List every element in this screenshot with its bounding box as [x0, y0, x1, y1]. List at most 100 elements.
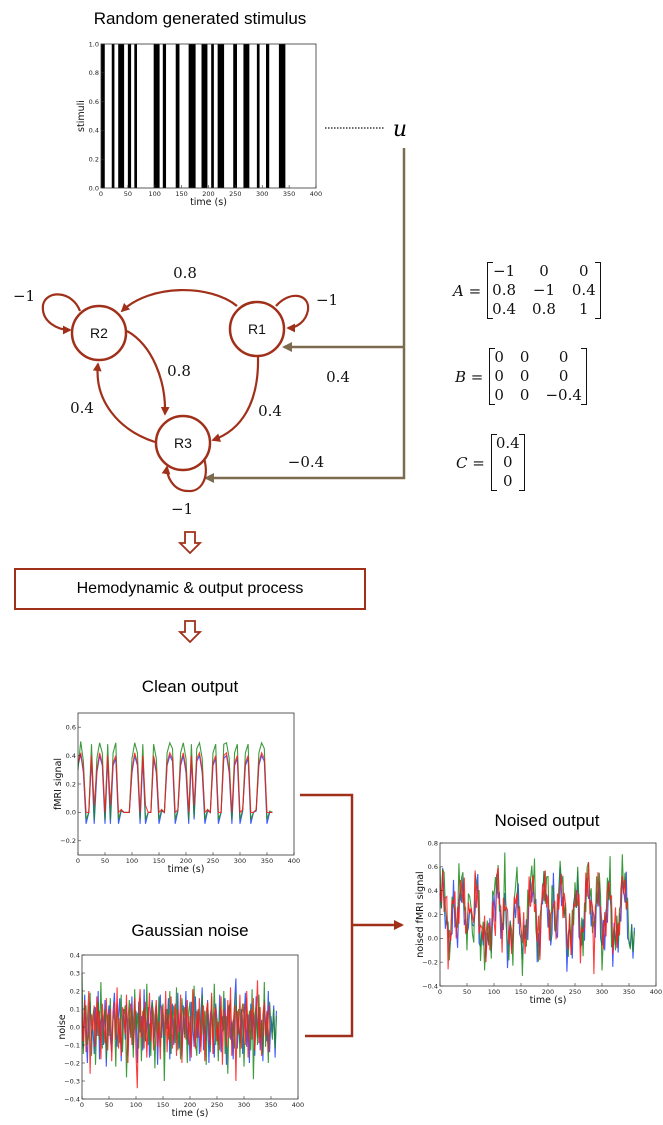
x-tick-label: 400 [288, 857, 300, 865]
x-tick-label: 200 [184, 1101, 196, 1109]
x-tick-label: 0 [80, 1101, 84, 1109]
gaussian-noise-title: Gaussian noise [131, 921, 248, 940]
y-tick-label: 0.6 [89, 98, 99, 106]
matrix-a-cell: −1 [532, 281, 556, 299]
x-tick-label: 0 [76, 857, 80, 865]
y-tick-label: −0.1 [64, 1041, 80, 1049]
matrix-b: B = 0 0 0 0 0 0 0 0 −0.4 [455, 348, 587, 405]
x-tick-label: 150 [153, 857, 165, 865]
y-tick-label: 0.1 [70, 1005, 80, 1013]
x-tick-label: 50 [105, 1101, 113, 1109]
x-tick-label: 350 [283, 190, 295, 198]
stimulus-bar [111, 44, 115, 188]
x-tick-label: 400 [292, 1101, 304, 1109]
y-tick-label: −0.4 [64, 1095, 80, 1103]
x-tick-label: 150 [157, 1101, 169, 1109]
node-r2-label: R2 [90, 325, 108, 341]
noised-output-chart: 0 50 100 150 200 250 300 350 400 −0.4 −0.2 0.0 0.2 0.… [415, 839, 662, 1006]
x-tick-label: 300 [238, 1101, 250, 1109]
y-tick-label: 0.4 [70, 951, 80, 959]
stimulus-bar [118, 44, 125, 188]
y-axis-label: fMRI signal [53, 758, 64, 810]
x-tick-label: 250 [569, 988, 581, 996]
matrix-b-cell: 0 [494, 367, 504, 385]
y-tick-label: 0.6 [428, 863, 438, 871]
x-tick-label: 250 [211, 1101, 223, 1109]
y-tick-label: 0.3 [70, 969, 80, 977]
y-tick-label: 0.0 [89, 184, 99, 192]
x-tick-label: 350 [265, 1101, 277, 1109]
y-tick-label: −0.3 [64, 1077, 80, 1085]
x-tick-label: 350 [623, 988, 635, 996]
down-arrow-icon [177, 531, 203, 555]
y-axis-label: stimuli [76, 100, 87, 132]
matrix-a: A = −1 0 0 0.8 −1 0.4 0.4 0.8 1 [453, 262, 601, 319]
x-tick-label: 100 [149, 190, 161, 198]
matrix-b-cell: 0 [519, 367, 530, 385]
y-tick-label: 1.0 [89, 40, 99, 48]
stimulus-bar [175, 44, 180, 188]
x-axis-label: time (s) [168, 864, 205, 875]
matrix-a-cell: 0.8 [492, 281, 517, 299]
input-label-r1: 0.4 [326, 368, 350, 386]
matrix-b-cell: 0 [519, 348, 530, 366]
x-tick-label: 100 [130, 1101, 142, 1109]
x-tick-label: 150 [515, 988, 527, 996]
y-tick-label: 0.0 [428, 935, 438, 943]
x-tick-label: 200 [180, 857, 192, 865]
down-arrow-icon [177, 620, 203, 644]
stimulus-bar [256, 44, 260, 188]
input-modulation-arrow [204, 148, 406, 483]
x-tick-label: 400 [310, 190, 322, 198]
y-tick-label: 0.2 [70, 987, 80, 995]
edge-label-r3-r2: 0.4 [70, 399, 94, 417]
node-r1-label: R1 [248, 321, 266, 337]
clean-output-title: Clean output [142, 677, 239, 696]
stimulus-bar [233, 44, 237, 188]
stimulus-bar [278, 44, 286, 188]
self-loop-r2 [41, 293, 82, 335]
node-r2 [70, 304, 128, 362]
y-tick-label: −0.2 [60, 837, 76, 845]
stimulus-bar [127, 44, 132, 188]
x-tick-label: 50 [124, 190, 132, 198]
clean-output-chart: 0 50 100 150 200 250 300 350 400 −0.2 0.0 0.2 0.4 0.6… [53, 712, 300, 875]
y-tick-label: 0.8 [89, 69, 99, 77]
x-tick-label: 250 [229, 190, 241, 198]
matrix-a-cell: 0 [579, 262, 589, 280]
x-axis-label: time (s) [172, 1108, 209, 1119]
input-symbol: u [393, 117, 407, 142]
stimulus-bar [134, 44, 138, 188]
y-tick-label: 0.4 [66, 752, 76, 760]
y-tick-label: 0.2 [89, 156, 99, 164]
node-r3 [154, 414, 212, 472]
matrix-b-cell: 0 [558, 367, 569, 385]
node-r3-label: R3 [174, 435, 192, 451]
stimulus-bar [211, 44, 214, 188]
x-tick-label: 300 [234, 857, 246, 865]
y-tick-label: 0.4 [89, 127, 99, 135]
matrix-a-cell: −1 [493, 262, 516, 280]
series-line [439, 852, 635, 976]
y-tick-label: 0.6 [66, 724, 76, 732]
edge-r2-to-r3 [126, 330, 170, 416]
matrix-c-label: C = [456, 453, 485, 472]
matrix-b-cell: 0 [519, 386, 530, 404]
x-tick-label: 300 [256, 190, 268, 198]
stimulus-title: Random generated stimulus [94, 9, 307, 28]
self-label-r1: −1 [316, 291, 338, 309]
matrix-b-cell: 0 [494, 348, 504, 366]
gaussian-noise-chart: 0 50 100 150 200 250 300 350 400 −0.4 −0.3 −0.2 −0.1… [57, 951, 304, 1119]
combine-connector [300, 793, 354, 1038]
x-tick-label: 0 [438, 988, 442, 996]
matrix-c-cell: 0 [502, 472, 513, 490]
matrix-c-cell: 0 [502, 453, 513, 471]
matrix-a-cell: 0 [539, 262, 549, 280]
matrix-c-cell: 0.4 [495, 434, 520, 452]
matrix-a-cell: 1 [579, 300, 589, 318]
self-loop-r3 [161, 457, 207, 493]
y-tick-label: 0.2 [428, 911, 438, 919]
x-tick-label: 100 [126, 857, 138, 865]
matrix-a-cell: 0.8 [532, 300, 556, 318]
x-tick-label: 300 [596, 988, 608, 996]
